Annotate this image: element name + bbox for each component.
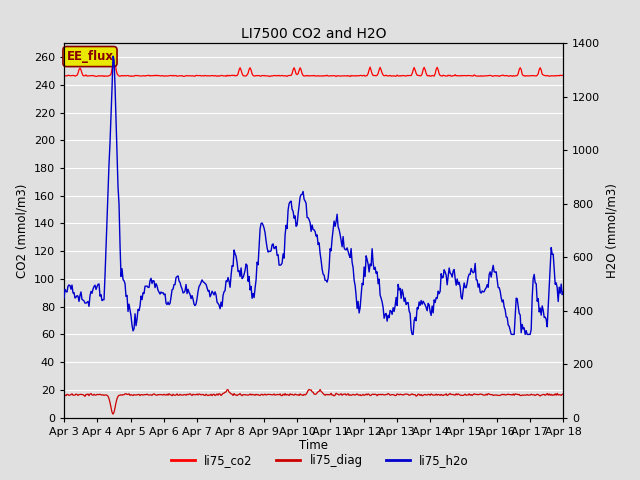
Y-axis label: H2O (mmol/m3): H2O (mmol/m3) [606,183,619,278]
Y-axis label: CO2 (mmol/m3): CO2 (mmol/m3) [15,183,28,277]
Text: EE_flux: EE_flux [67,50,113,63]
X-axis label: Time: Time [299,439,328,453]
Legend: li75_co2, li75_diag, li75_h2o: li75_co2, li75_diag, li75_h2o [166,449,474,472]
Title: LI7500 CO2 and H2O: LI7500 CO2 and H2O [241,27,387,41]
